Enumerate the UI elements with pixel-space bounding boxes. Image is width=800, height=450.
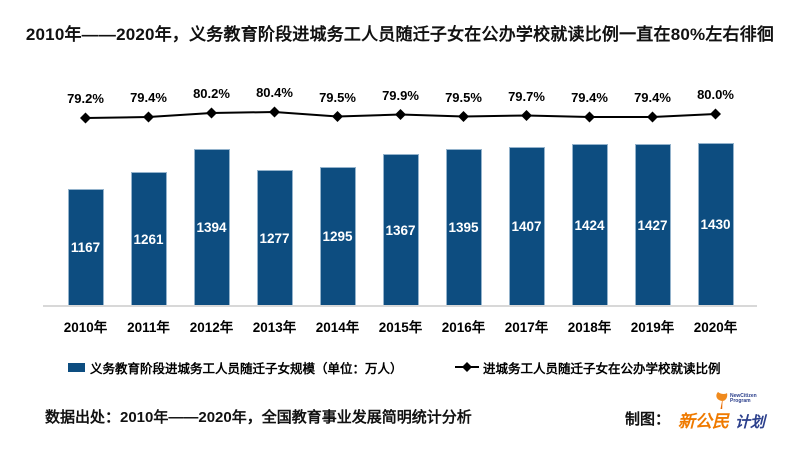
ginkgo-leaf-icon <box>716 392 728 409</box>
new-citizen-program-logo: NewCitizen Program 新公民 计划 <box>678 391 778 439</box>
bar-series-swatch-icon <box>68 362 85 372</box>
bar-value-label: 1395 <box>448 220 479 235</box>
legend-bar-label: 义务教育阶段进城务工人员随迁子女规模（单位：万人） <box>90 361 403 376</box>
chart-title: 2010年——2020年，义务教育阶段进城务工人员随迁子女在公办学校就读比例一直… <box>25 25 775 44</box>
bar-2016年 <box>445 149 482 305</box>
bar-value-label: 1295 <box>322 229 353 244</box>
x-axis: 2010年 2011年 2012年 2013年 2014年 2015年 2016年 2017年… <box>43 316 757 335</box>
x-axis-label: 2020年 <box>693 320 738 335</box>
x-axis-label: 2011年 <box>127 320 170 335</box>
credit-label: 制图： <box>625 411 671 428</box>
logo-subtext: NewCitizen Program <box>730 393 757 404</box>
diamond-marker-icon <box>458 111 469 122</box>
bar-value-label: 1430 <box>700 217 731 232</box>
plot-area: 1167 79.2% 1261 79.4% 1394 80.2% 1277 80.4% 1295… <box>43 80 757 307</box>
bar-2012年 <box>193 149 230 305</box>
percent-label: 79.7% <box>508 88 545 104</box>
legend-item-line-series: 进城务工人员随迁子女在公办学校就读比例 <box>455 357 721 377</box>
diamond-marker-icon <box>332 111 343 122</box>
x-axis-label: 2010年 <box>63 320 108 335</box>
bar-2014年 <box>319 167 356 305</box>
percent-label: 79.4% <box>634 90 671 105</box>
data-source-text: 数据出处：2010年——2020年，全国教育事业发展简明统计分析 <box>45 409 472 426</box>
diamond-marker-icon <box>647 111 658 123</box>
diamond-marker-icon <box>269 106 280 118</box>
percent-label: 79.5% <box>445 89 482 105</box>
diamond-marker-icon <box>521 110 532 121</box>
diamond-marker-icon <box>710 108 721 120</box>
diamond-marker-icon <box>80 112 91 124</box>
percent-label: 80.0% <box>697 87 734 102</box>
bar-2019年 <box>634 144 671 305</box>
x-axis-label: 2012年 <box>189 320 234 335</box>
diamond-marker-icon <box>143 111 154 123</box>
bar-value-label: 1394 <box>196 220 227 235</box>
bar-value-label: 1261 <box>133 231 164 247</box>
bar-value-label: 1167 <box>70 240 101 255</box>
bar-value-label: 1367 <box>385 222 416 238</box>
bar-2015年 <box>382 154 419 305</box>
legend-item-bar-series: 义务教育阶段进城务工人员随迁子女规模（单位：万人） <box>68 357 403 377</box>
x-axis-label: 2016年 <box>441 320 486 335</box>
diamond-marker-icon <box>584 111 595 123</box>
percent-label: 79.4% <box>571 90 608 105</box>
legend-line-label: 进城务工人员随迁子女在公办学校就读比例 <box>483 361 721 376</box>
diamond-marker-icon <box>395 109 406 120</box>
x-axis-label: 2017年 <box>504 320 549 335</box>
bar-value-label: 1407 <box>511 219 542 234</box>
percent-label: 79.2% <box>67 91 104 106</box>
x-axis-label: 2015年 <box>378 320 423 335</box>
x-axis-label: 2013年 <box>252 320 297 335</box>
percent-label: 79.4% <box>130 90 167 105</box>
bar-2017年 <box>508 147 545 305</box>
percent-label: 80.2% <box>193 86 230 101</box>
percent-label: 80.4% <box>256 85 293 100</box>
bar-2011年 <box>130 172 167 305</box>
bar-value-label: 1424 <box>574 217 605 233</box>
x-axis-label: 2018年 <box>567 320 612 335</box>
bar-2018年 <box>571 144 608 305</box>
x-axis-label: 2019年 <box>630 320 675 335</box>
diamond-marker-icon <box>206 107 217 119</box>
x-axis-label: 2014年 <box>315 320 360 335</box>
bar-value-label: 1427 <box>637 217 668 233</box>
logo-text-part1: 新公民 <box>678 412 729 431</box>
bar-2010年 <box>67 189 104 305</box>
bar-value-label: 1277 <box>259 230 290 246</box>
logo-chinese-text: 新公民 计划 <box>678 407 765 432</box>
legend: 义务教育阶段进城务工人员随迁子女规模（单位：万人） 进城务工人员随迁子女在公办学… <box>0 357 800 377</box>
trend-line <box>85 110 716 119</box>
logo-text-part2: 计划 <box>735 414 766 431</box>
bar-2020年 <box>697 143 734 305</box>
percent-label: 79.5% <box>319 89 356 105</box>
line-series-diamond-marker-icon <box>455 362 479 372</box>
percent-label: 79.9% <box>382 87 419 103</box>
bar-2013年 <box>256 170 293 305</box>
